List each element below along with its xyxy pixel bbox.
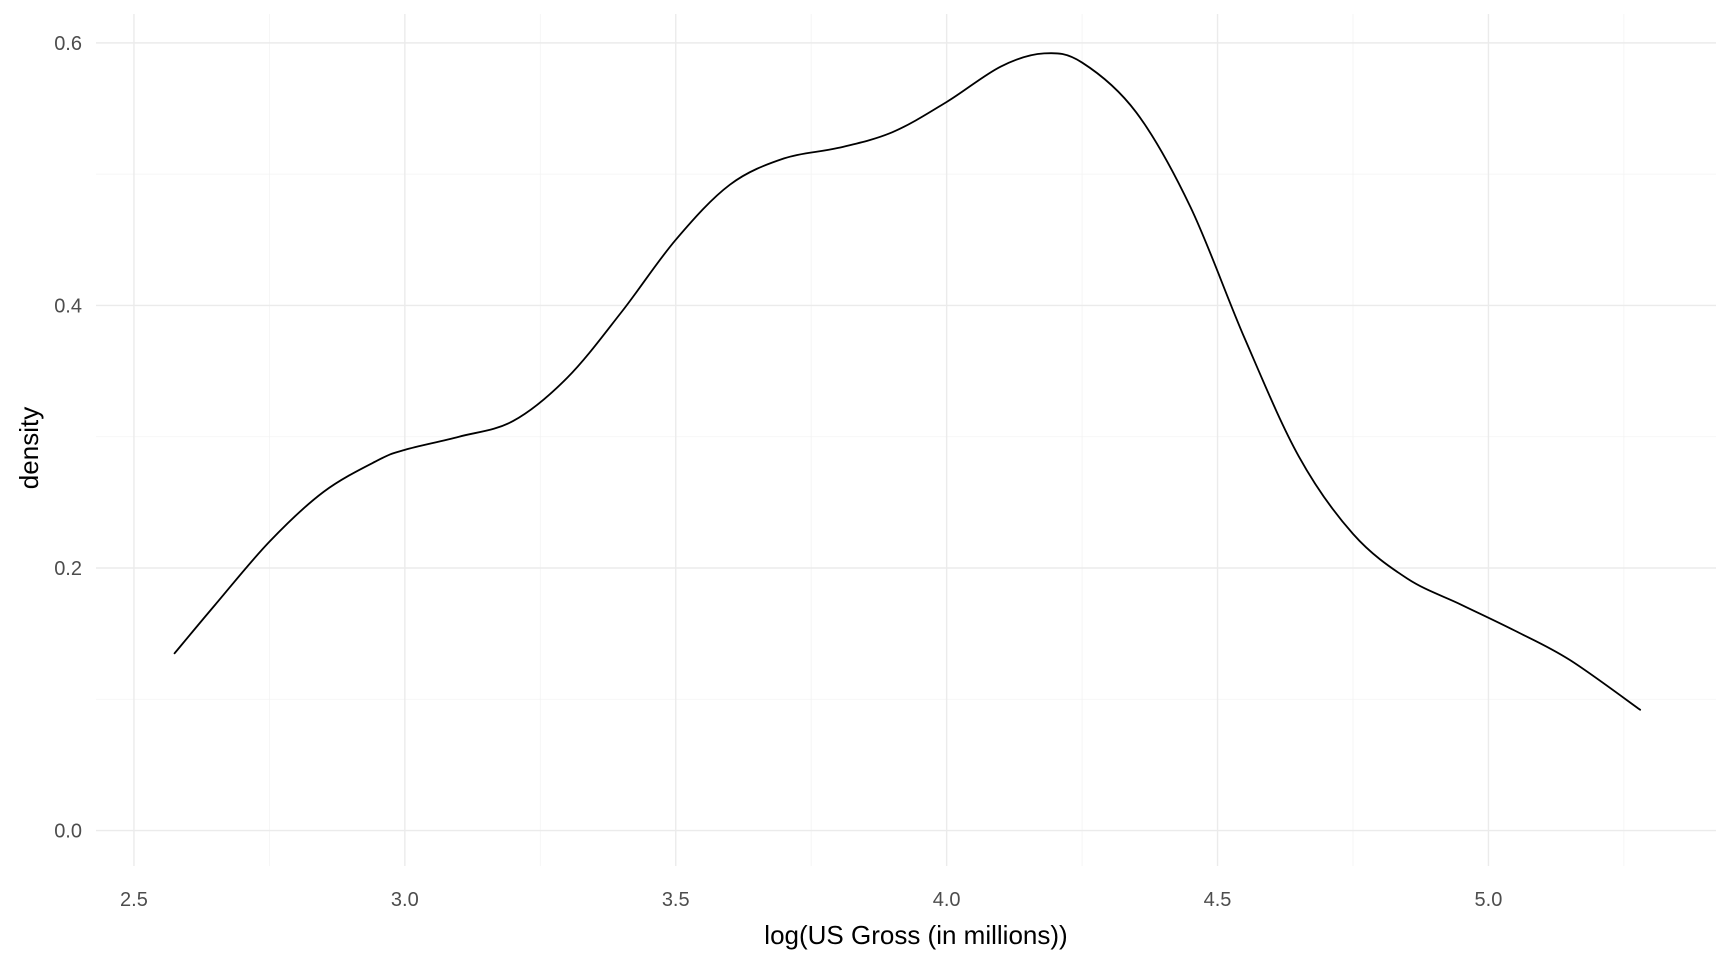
major-y-gridlines	[96, 42, 1716, 832]
y-tick-label: 0.2	[54, 558, 82, 580]
x-tick-label: 2.5	[120, 889, 148, 911]
x-tick-label: 3.5	[662, 889, 690, 911]
y-axis-tick-labels: 0.0 0.2 0.4 0.6	[54, 33, 82, 843]
y-tick-label: 0.0	[54, 821, 82, 843]
x-tick-label: 4.5	[1204, 889, 1232, 911]
density-curve	[173, 52, 1642, 711]
major-x-gridlines	[133, 14, 1490, 866]
y-tick-label: 0.6	[54, 33, 82, 55]
x-tick-label: 4.0	[933, 889, 961, 911]
minor-y-gridlines	[96, 173, 1716, 700]
minor-x-gridlines	[268, 14, 1625, 866]
x-axis-tick-labels: 2.5 3.0 3.5 4.0 4.5 5.0	[120, 889, 1502, 911]
y-tick-label: 0.4	[54, 295, 82, 317]
x-tick-label: 5.0	[1475, 889, 1503, 911]
y-axis-title: density	[14, 407, 44, 489]
x-axis-title: log(US Gross (in millions))	[764, 920, 1067, 950]
x-tick-label: 3.0	[391, 889, 419, 911]
